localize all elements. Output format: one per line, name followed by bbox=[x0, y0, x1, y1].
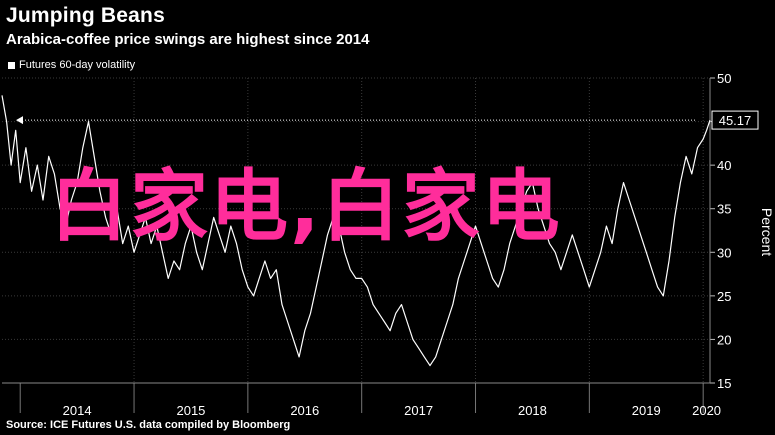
source-note: Source: ICE Futures U.S. data compiled b… bbox=[6, 419, 291, 431]
last-value-arrow bbox=[16, 116, 23, 125]
chart-subtitle: Arabica-coffee price swings are highest … bbox=[6, 31, 370, 48]
last-value-label: 45.17 bbox=[719, 113, 752, 128]
y-tick-label: 20 bbox=[717, 332, 731, 347]
legend-swatch bbox=[8, 61, 15, 69]
y-tick-label: 15 bbox=[717, 376, 731, 391]
x-tick-label: 2015 bbox=[176, 403, 205, 418]
y-tick-label: 35 bbox=[717, 202, 731, 217]
x-tick-label: 2019 bbox=[632, 403, 661, 418]
series-layer bbox=[1, 95, 711, 367]
watermark-text: 白家电,白家电 bbox=[50, 162, 562, 252]
last-value-box bbox=[711, 110, 759, 130]
x-tick-label: 2014 bbox=[63, 403, 92, 418]
x-tick-label: 2016 bbox=[290, 403, 319, 418]
y-axis-title: Percent bbox=[759, 208, 775, 256]
chart-title: Jumping Beans bbox=[6, 4, 165, 27]
legend-label: Futures 60-day volatility bbox=[19, 59, 136, 71]
y-tick-label: 40 bbox=[717, 158, 731, 173]
y-tick-label: 50 bbox=[717, 71, 731, 86]
x-tick-label: 2020 bbox=[692, 403, 721, 418]
last-value-callout: 45.17 bbox=[16, 110, 759, 130]
x-tick-label: 2018 bbox=[518, 403, 547, 418]
x-tick-label: 2017 bbox=[404, 403, 433, 418]
y-tick-label: 30 bbox=[717, 245, 731, 260]
legend: Futures 60-day volatility bbox=[8, 59, 135, 71]
series-line-0 bbox=[1, 95, 711, 367]
y-tick-label: 25 bbox=[717, 289, 731, 304]
